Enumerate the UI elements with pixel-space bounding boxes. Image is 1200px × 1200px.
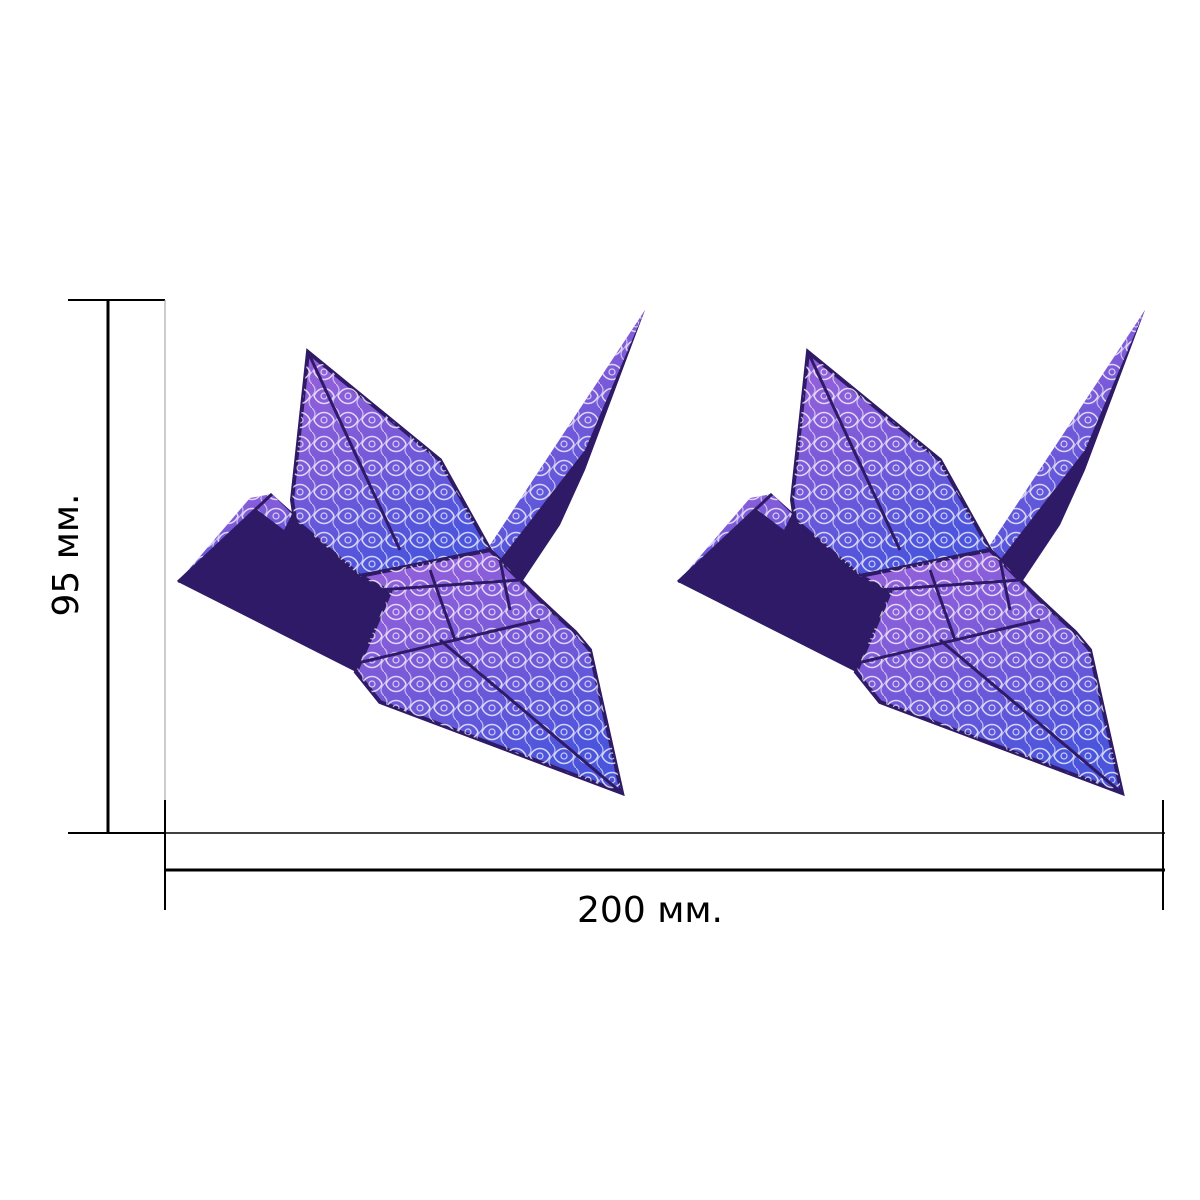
width-label: 200 мм. [577, 890, 723, 931]
crane-right [676, 308, 1147, 795]
crane-left [176, 308, 647, 795]
height-label: 95 мм. [46, 493, 87, 616]
height-dimension [68, 299, 166, 834]
width-dimension [164, 800, 1165, 910]
